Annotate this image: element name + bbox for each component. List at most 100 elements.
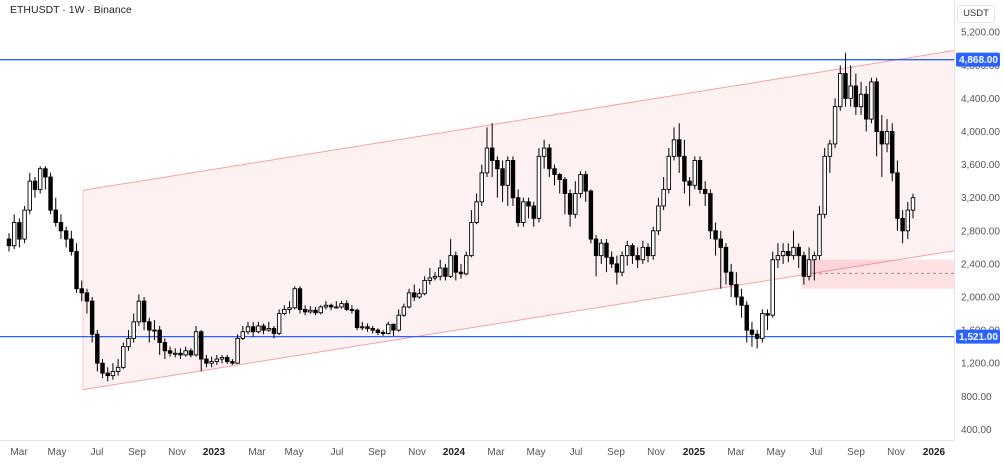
candle[interactable]	[147, 317, 152, 343]
candle[interactable]	[43, 166, 48, 190]
candle[interactable]	[562, 177, 568, 215]
candle[interactable]	[651, 226, 656, 260]
candle[interactable]	[100, 359, 105, 379]
candle[interactable]	[282, 305, 287, 316]
candle[interactable]	[27, 172, 32, 215]
candle[interactable]	[900, 210, 905, 244]
candle[interactable]	[250, 321, 256, 337]
candle[interactable]	[713, 222, 718, 256]
candle[interactable]	[702, 181, 708, 206]
candle[interactable]	[640, 240, 646, 264]
candle[interactable]	[37, 166, 43, 194]
candle[interactable]	[214, 354, 220, 365]
candle[interactable]	[95, 330, 100, 372]
candle[interactable]	[567, 189, 573, 227]
candle[interactable]	[209, 356, 214, 368]
candle[interactable]	[754, 330, 760, 349]
candle[interactable]	[256, 321, 261, 334]
candle[interactable]	[63, 226, 69, 248]
candle[interactable]	[396, 309, 401, 332]
candle[interactable]	[817, 205, 822, 260]
candle[interactable]	[328, 303, 334, 311]
candle[interactable]	[422, 276, 427, 296]
candle[interactable]	[178, 348, 183, 360]
candle[interactable]	[292, 286, 297, 310]
candle[interactable]	[318, 305, 323, 315]
candle[interactable]	[593, 234, 599, 277]
candle[interactable]	[552, 164, 557, 186]
candle[interactable]	[443, 263, 448, 281]
candle[interactable]	[136, 294, 142, 326]
candle[interactable]	[162, 338, 168, 360]
candle[interactable]	[11, 214, 17, 250]
candle[interactable]	[463, 251, 469, 276]
candle[interactable]	[453, 251, 459, 281]
candle[interactable]	[614, 255, 620, 285]
candle[interactable]	[734, 272, 739, 306]
candle[interactable]	[495, 156, 500, 198]
candle[interactable]	[526, 197, 531, 219]
candle[interactable]	[245, 321, 251, 335]
candle[interactable]	[199, 330, 204, 372]
candle[interactable]	[697, 156, 703, 194]
candle[interactable]	[173, 348, 178, 358]
candle[interactable]	[308, 306, 313, 314]
candle[interactable]	[412, 284, 417, 302]
candle[interactable]	[115, 359, 121, 376]
candle[interactable]	[432, 272, 438, 281]
candle[interactable]	[780, 243, 786, 264]
candle[interactable]	[547, 143, 552, 178]
candle[interactable]	[48, 172, 53, 215]
candle[interactable]	[448, 239, 453, 278]
candle[interactable]	[69, 230, 74, 256]
candle[interactable]	[204, 354, 209, 368]
candle[interactable]	[609, 251, 614, 269]
candle[interactable]	[110, 363, 116, 380]
candle[interactable]	[32, 177, 38, 198]
candle[interactable]	[188, 348, 194, 358]
candle[interactable]	[760, 309, 765, 343]
candle[interactable]	[167, 346, 173, 357]
candle[interactable]	[313, 306, 318, 316]
candle[interactable]	[910, 193, 916, 219]
candle[interactable]	[884, 119, 890, 153]
candle[interactable]	[869, 77, 874, 124]
candle[interactable]	[339, 301, 344, 309]
currency-label[interactable]: USDT	[957, 5, 995, 23]
candle[interactable]	[583, 171, 588, 202]
candle[interactable]	[645, 243, 651, 263]
candle[interactable]	[656, 197, 661, 235]
candle[interactable]	[682, 139, 687, 194]
candle[interactable]	[666, 148, 672, 194]
channel-upper-line[interactable]	[82, 49, 956, 191]
candle[interactable]	[323, 301, 329, 310]
candle[interactable]	[858, 81, 864, 115]
candle[interactable]	[832, 98, 838, 149]
candle[interactable]	[89, 297, 95, 343]
candle[interactable]	[812, 251, 817, 281]
candle[interactable]	[500, 160, 505, 202]
candle[interactable]	[625, 240, 630, 266]
candle[interactable]	[635, 247, 640, 269]
candle[interactable]	[541, 139, 547, 169]
candle[interactable]	[510, 156, 516, 206]
candle[interactable]	[157, 325, 162, 355]
candle[interactable]	[276, 309, 282, 336]
candle[interactable]	[105, 367, 110, 382]
candle[interactable]	[708, 189, 713, 240]
level-price-tag[interactable]	[956, 329, 1000, 344]
candle[interactable]	[219, 354, 225, 364]
candle[interactable]	[853, 73, 859, 115]
candle[interactable]	[370, 325, 375, 334]
candle[interactable]	[401, 303, 407, 317]
candle[interactable]	[417, 288, 422, 299]
candle[interactable]	[79, 280, 84, 302]
candle[interactable]	[230, 359, 235, 365]
candle[interactable]	[687, 177, 692, 206]
candle[interactable]	[58, 214, 64, 240]
candle[interactable]	[121, 342, 126, 369]
candle[interactable]	[354, 308, 360, 331]
candle[interactable]	[505, 156, 510, 206]
candle[interactable]	[749, 321, 755, 347]
candle[interactable]	[661, 177, 666, 211]
